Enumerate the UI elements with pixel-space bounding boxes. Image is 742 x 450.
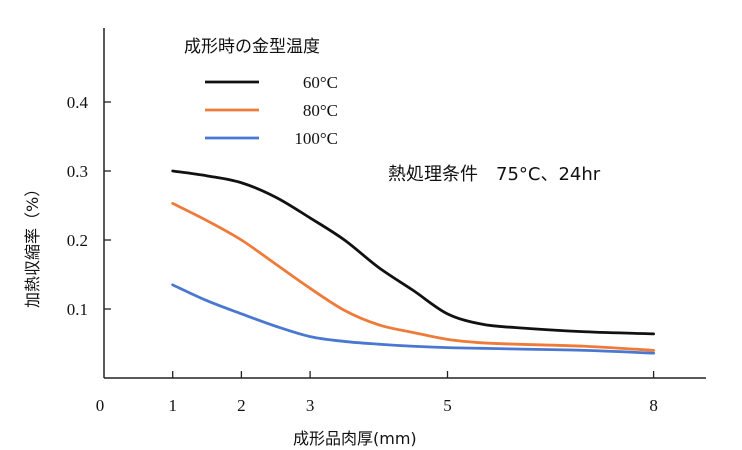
x-tick-label: 8 [649, 396, 658, 415]
series-line-1 [171, 202, 655, 352]
tick-group: 0 1 2 3 5 8 0.1 0.2 0.3 0.4 [67, 93, 658, 415]
series-line-2 [171, 283, 655, 355]
legend: 成形時の金型温度 60°C 80°C 100°C [184, 37, 338, 148]
y-tick-label: 0.2 [67, 231, 88, 250]
y-tick-label: 0.1 [67, 300, 88, 319]
y-tick-label: 0.3 [67, 162, 88, 181]
x-tick-label: 5 [443, 396, 452, 415]
x-tick-label: 3 [306, 396, 315, 415]
x-tick-label: 2 [237, 396, 246, 415]
legend-label-2: 100°C [294, 129, 338, 148]
x-axis-label: 成形品肉厚(mm) [293, 429, 417, 448]
legend-items: 60°C 80°C 100°C [205, 73, 338, 148]
series-group [171, 169, 655, 355]
x-tick-label: 0 [96, 396, 105, 415]
legend-label-0: 60°C [303, 73, 338, 92]
axes [103, 28, 706, 379]
annotation-heat-treatment: 熱処理条件 75°C、24hr [388, 164, 601, 185]
x-tick-label: 1 [168, 396, 177, 415]
legend-label-1: 80°C [303, 101, 338, 120]
series-line-0 [171, 169, 655, 336]
y-tick-label: 0.4 [67, 93, 89, 112]
legend-title: 成形時の金型温度 [184, 37, 320, 57]
y-axis-label: 加熱収縮率（%） [23, 181, 42, 308]
